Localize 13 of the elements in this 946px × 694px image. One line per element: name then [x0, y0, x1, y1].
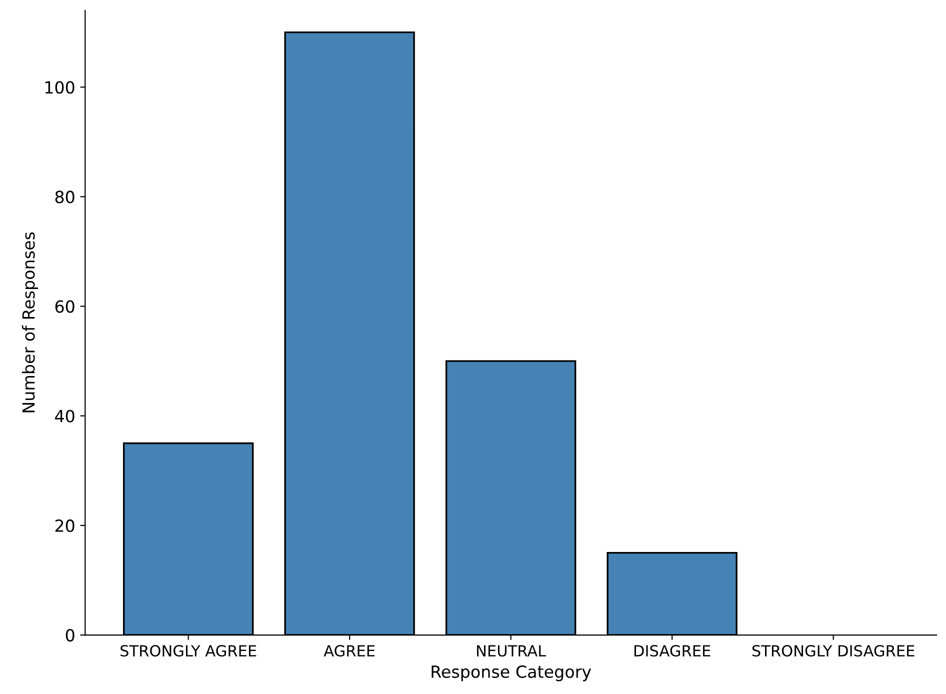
y-tick-label: 80	[55, 190, 74, 204]
y-axis-title: Number of Responses	[22, 232, 38, 412]
y-tick-label: 60	[55, 300, 74, 313]
x-axis-title: Response Category	[432, 665, 592, 682]
x-tick-label: NEUTRAL	[477, 645, 546, 657]
y-tick-label: 0	[66, 628, 74, 642]
x-tick-label: STRONGLY AGREE	[120, 645, 256, 657]
y-tick-label: 20	[55, 519, 74, 532]
x-tick-label: AGREE	[324, 645, 375, 657]
x-tick-label: STRONGLY DISAGREE	[752, 645, 914, 657]
y-tick-label: 40	[55, 410, 74, 422]
x-tick-label: DISAGREE	[634, 645, 710, 657]
y-tick-label: 100	[45, 81, 74, 94]
